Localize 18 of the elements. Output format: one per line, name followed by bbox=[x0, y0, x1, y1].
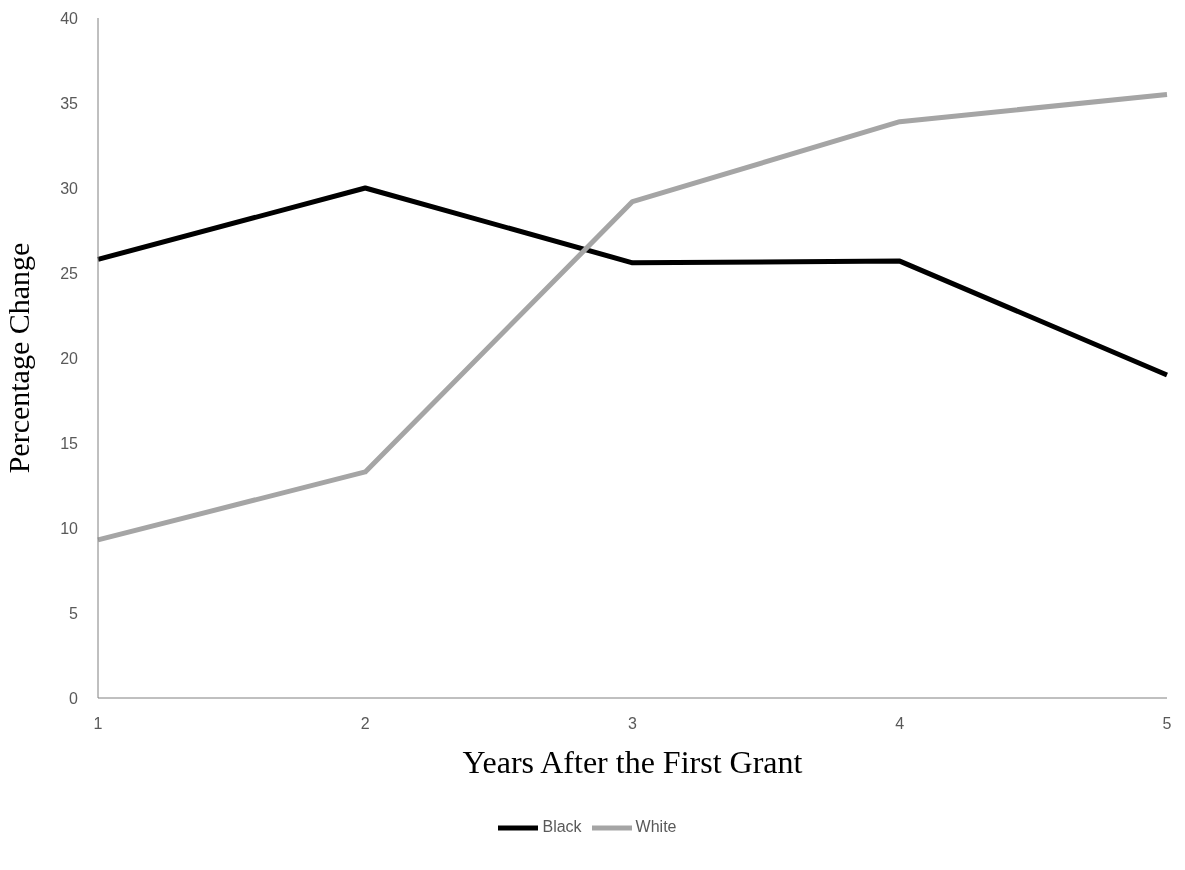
y-tick-label: 35 bbox=[60, 94, 79, 112]
legend-label: Black bbox=[542, 818, 582, 836]
x-axis-title: Years After the First Grant bbox=[462, 743, 803, 780]
y-axis-title: Percentage Change bbox=[1, 242, 35, 474]
x-tick-label: 2 bbox=[360, 715, 370, 733]
y-tick-label: 0 bbox=[69, 689, 79, 707]
legend-label: White bbox=[635, 818, 677, 836]
y-tick-label: 15 bbox=[60, 434, 79, 452]
y-tick-label: 25 bbox=[60, 264, 79, 282]
y-tick-label: 20 bbox=[60, 349, 79, 367]
x-tick-label: 4 bbox=[895, 715, 905, 733]
x-tick-label: 3 bbox=[628, 715, 638, 733]
y-tick-label: 30 bbox=[60, 179, 79, 197]
y-tick-label: 10 bbox=[60, 519, 79, 537]
y-tick-label: 5 bbox=[69, 604, 79, 622]
x-tick-label: 1 bbox=[93, 715, 103, 733]
y-tick-label: 40 bbox=[60, 9, 79, 27]
x-tick-label: 5 bbox=[1162, 715, 1172, 733]
